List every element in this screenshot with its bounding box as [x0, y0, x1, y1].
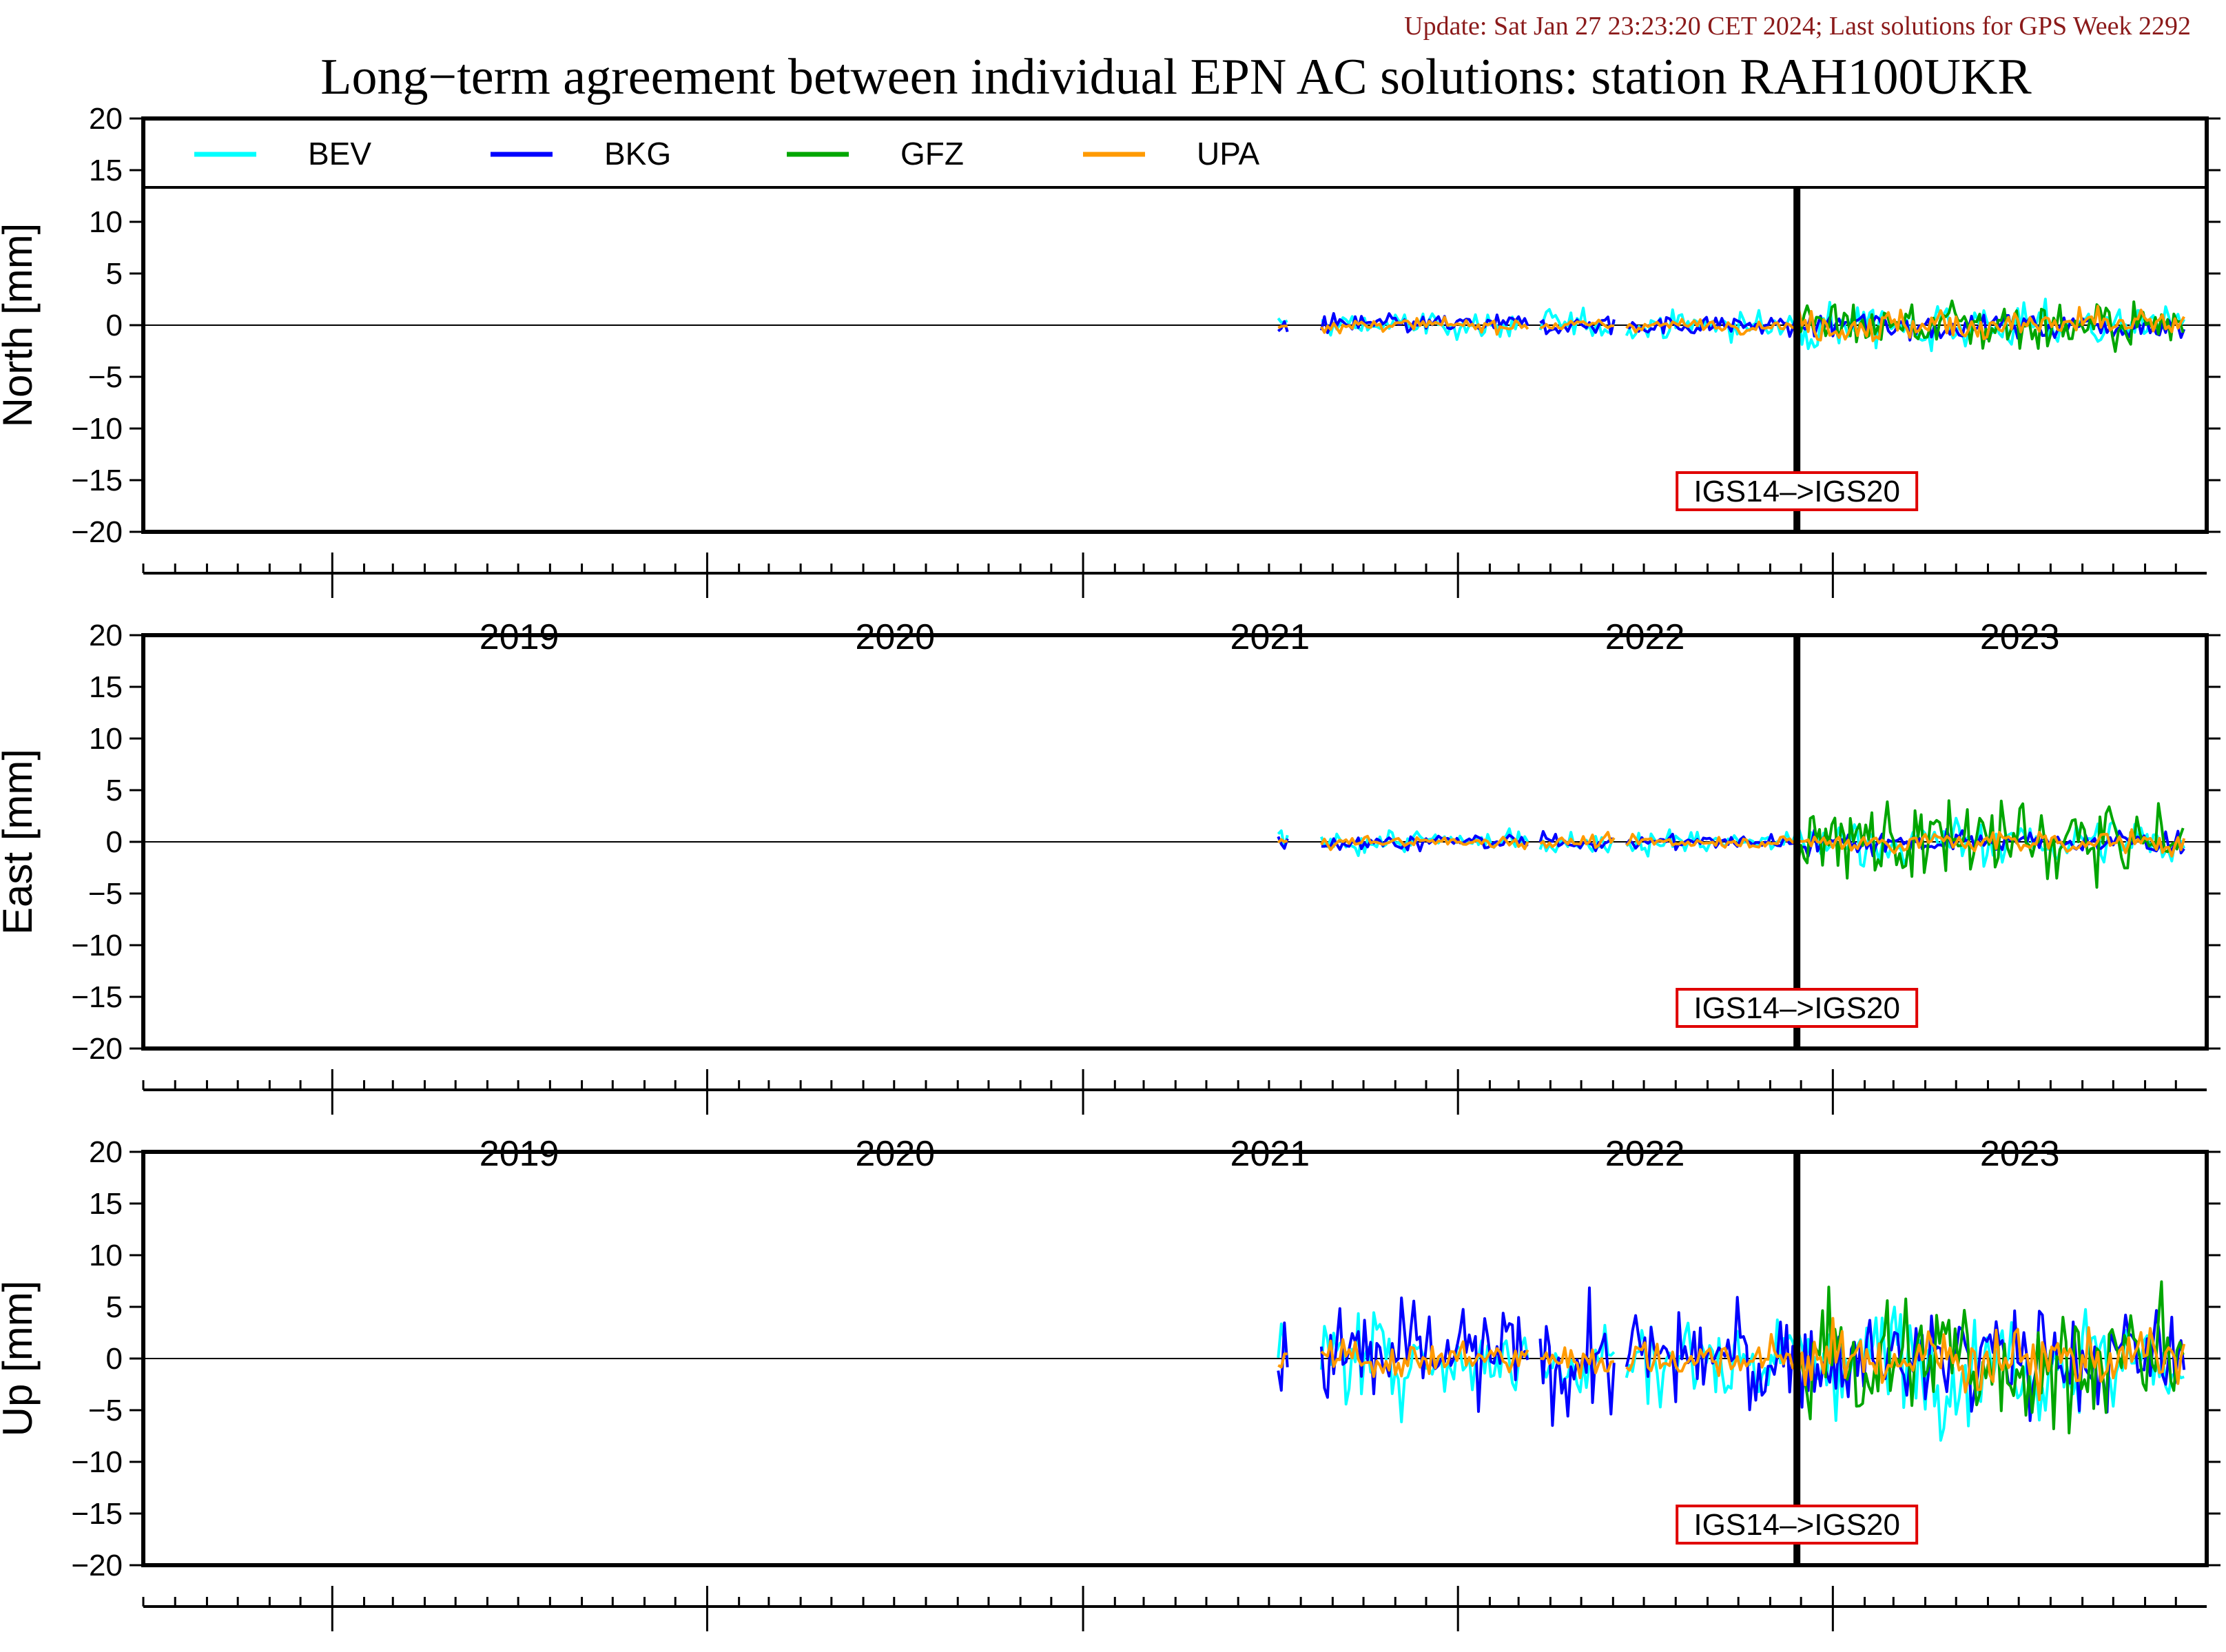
series-group [1277, 298, 2186, 353]
event-label: IGS14–>IGS20 [1693, 1508, 1900, 1542]
panels: North [mm] 20 15 10 5 0 −5 −10 −15 −20 IGS14–>IGS2… [0, 102, 2220, 1652]
x-tick-label: 2019 [480, 1651, 559, 1652]
series-group [1277, 1280, 2186, 1442]
y-axis-label: Up [mm] [0, 1281, 41, 1437]
event-label: IGS14–>IGS20 [1693, 475, 1900, 508]
x-tick-label: 2023 [1980, 1651, 2060, 1652]
panel-3: Up [mm] 20 15 10 5 0 −5 −10 −15 −20 IGS14–>IGS20 20… [0, 1135, 2220, 1652]
y-tick-label: 5 [106, 257, 123, 291]
series-group [1277, 799, 2186, 889]
y-tick-label: 0 [106, 1342, 123, 1376]
y-tick-label: −5 [88, 877, 123, 911]
y-tick-label: −15 [71, 980, 123, 1014]
x-tick-label: 2022 [1605, 1651, 1685, 1652]
y-tick-label: 15 [89, 1187, 123, 1221]
y-tick-label: 15 [89, 670, 123, 704]
panel-1: North [mm] 20 15 10 5 0 −5 −10 −15 −20 IGS14–>IGS2… [0, 102, 2220, 657]
plot-frame [141, 116, 2209, 534]
y-tick-label: 10 [89, 1239, 123, 1272]
y-tick-label: −20 [71, 1549, 123, 1582]
y-tick-label: 10 [89, 205, 123, 239]
y-tick-label: 15 [89, 154, 123, 187]
series-upa [1277, 828, 2186, 858]
series-bkg [1277, 1286, 2186, 1427]
series-upa [1277, 1317, 2186, 1401]
plot-frame [141, 633, 2209, 1051]
plot-frame [141, 1150, 2209, 1567]
y-tick-label: −20 [71, 1032, 123, 1066]
series-upa [1277, 304, 2185, 342]
y-tick-label: −20 [71, 515, 123, 549]
event-label-box [1676, 1505, 1919, 1545]
y-tick-label: −10 [71, 412, 123, 446]
y-tick-label: −10 [71, 1445, 123, 1479]
y-tick-label: −5 [88, 360, 123, 394]
y-tick-label: 0 [106, 825, 123, 859]
y-axis-label: North [mm] [0, 223, 41, 428]
y-tick-label: 20 [89, 1135, 123, 1169]
x-tick-label: 2021 [1230, 1651, 1310, 1652]
panel-2: East [mm] 20 15 10 5 0 −5 −10 −15 −20 IGS14–>IGS20… [0, 619, 2220, 1174]
y-tick-label: 0 [106, 309, 123, 342]
y-axis-label: East [mm] [0, 749, 41, 935]
y-tick-label: −5 [88, 1394, 123, 1427]
x-tick-label: 2020 [855, 1651, 935, 1652]
event-label: IGS14–>IGS20 [1693, 991, 1900, 1025]
legend-label-bev: BEV [308, 136, 371, 172]
event-label-box [1676, 988, 1919, 1028]
update-text: Update: Sat Jan 27 23:23:20 CET 2024; La… [1404, 12, 2191, 41]
y-tick-label: −10 [71, 929, 123, 962]
y-tick-label: 20 [89, 102, 123, 136]
y-tick-label: −15 [71, 1497, 123, 1531]
y-tick-label: 20 [89, 619, 123, 652]
y-tick-label: 5 [106, 774, 123, 807]
event-label-box [1676, 471, 1919, 511]
legend-label-gfz: GFZ [900, 136, 964, 172]
y-tick-label: 10 [89, 722, 123, 756]
legend-label-bkg: BKG [604, 136, 671, 172]
y-tick-label: 5 [106, 1290, 123, 1324]
chart-title: Long−term agreement between individual E… [320, 49, 2032, 105]
legend-label-upa: UPA [1197, 136, 1259, 172]
y-tick-label: −15 [71, 464, 123, 497]
legend [142, 117, 2208, 189]
